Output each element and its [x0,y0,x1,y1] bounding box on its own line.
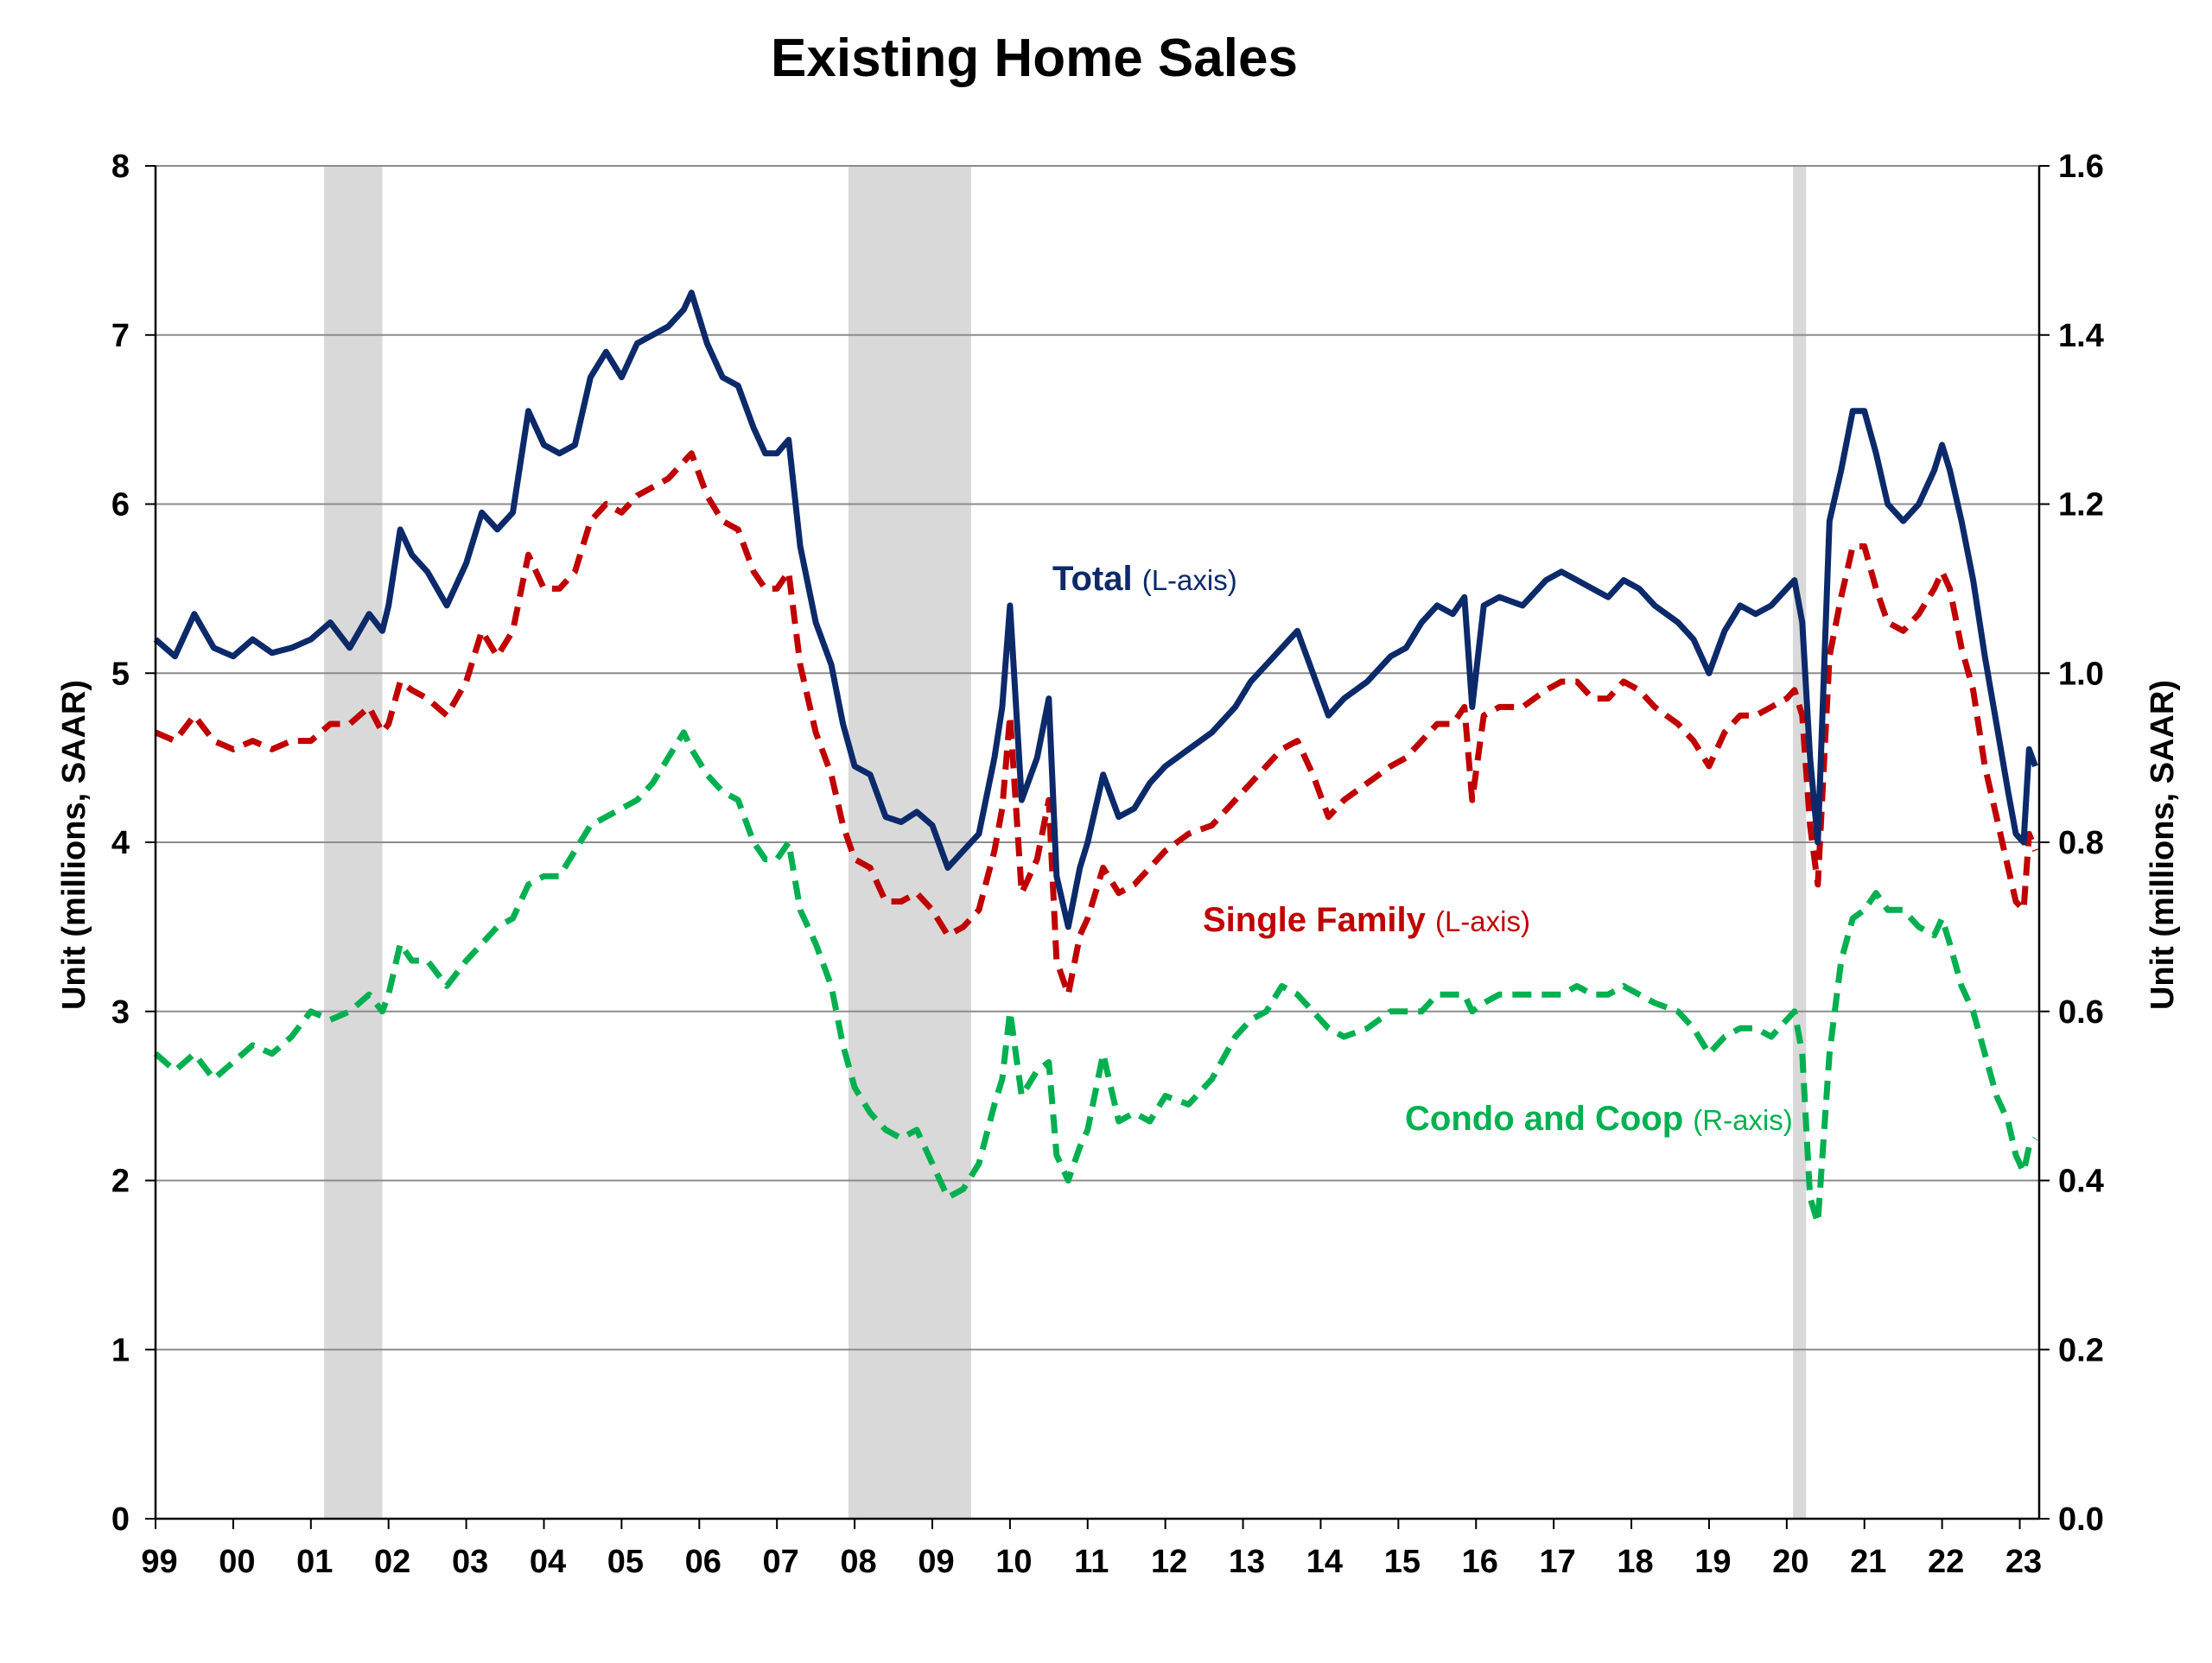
series-lines-group [153,289,2038,1226]
right-tick-label: 1.6 [2058,149,2104,185]
chart-title: Existing Home Sales [771,29,1298,88]
x-tick-label: 04 [530,1544,566,1580]
right-tick-label: 0.2 [2058,1332,2104,1368]
left-tick-label: 4 [111,825,130,861]
right-tick-label: 0.4 [2058,1164,2104,1200]
x-tick-label: 99 [141,1544,177,1580]
series-line-single-family [154,450,2038,998]
left-tick-label: 3 [111,994,130,1031]
series-label-axis-note: (L-axis) [1435,905,1530,937]
x-tick-label: 23 [2005,1544,2042,1580]
x-tick-label: 10 [995,1544,1032,1580]
x-tick-label: 08 [840,1544,876,1580]
x-tick-label: 13 [1229,1544,1265,1580]
labels-group: Total (L-axis)Single Family (L-axis)Cond… [1052,560,1793,1138]
left-tick-label: 6 [111,487,130,524]
left-tick-label: 1 [111,1332,130,1368]
series-label-total: Total (L-axis) [1052,560,1237,598]
x-tick-label: 18 [1617,1544,1653,1580]
x-tick-label: 14 [1306,1544,1343,1580]
left-axis-title: Unit (millions, SAAR) [56,680,92,1010]
left-tick-label: 7 [111,318,130,354]
x-tick-label: 09 [918,1544,954,1580]
left-tick-label: 8 [111,149,130,185]
right-tick-label: 1.2 [2058,487,2104,524]
left-tick-label: 0 [111,1501,130,1538]
x-tick-label: 19 [1694,1544,1731,1580]
x-tick-label: 15 [1384,1544,1421,1580]
series-label-name: Single Family [1203,901,1435,939]
x-tick-label: 21 [1850,1544,1886,1580]
x-tick-label: 03 [452,1544,488,1580]
series-label-axis-note: (L-axis) [1142,564,1237,596]
x-tick-label: 12 [1151,1544,1187,1580]
x-tick-label: 05 [607,1544,644,1580]
right-tick-label: 0.8 [2058,825,2104,861]
x-tick-label: 00 [219,1544,255,1580]
series-label-name: Condo and Coop [1405,1100,1693,1138]
x-tick-label: 17 [1539,1544,1575,1580]
right-axis-title: Unit (millions, SAAR) [2145,680,2181,1010]
left-tick-label: 2 [111,1164,130,1200]
series-label-condo-and-coop: Condo and Coop (R-axis) [1405,1100,1793,1138]
left-tick-label: 5 [111,656,130,692]
right-tick-label: 1.0 [2058,656,2104,692]
x-tick-label: 01 [296,1544,333,1580]
x-tick-label: 02 [374,1544,410,1580]
x-tick-label: 16 [1462,1544,1498,1580]
right-tick-label: 0.6 [2058,994,2104,1031]
x-tick-label: 06 [685,1544,721,1580]
series-label-name: Total [1052,560,1142,598]
x-tick-label: 11 [1074,1544,1109,1580]
right-tick-label: 0.0 [2058,1501,2104,1538]
series-line-condo-and-coop [153,729,2038,1226]
x-tick-label: 07 [763,1544,799,1580]
series-label-single-family: Single Family (L-axis) [1203,901,1530,939]
gridlines-group [156,165,2039,1351]
right-tick-label: 1.4 [2058,318,2104,354]
x-tick-label: 20 [1772,1544,1808,1580]
series-line-total [153,289,2038,930]
series-label-axis-note: (R-axis) [1693,1104,1792,1136]
x-tick-label: 22 [1928,1544,1964,1580]
